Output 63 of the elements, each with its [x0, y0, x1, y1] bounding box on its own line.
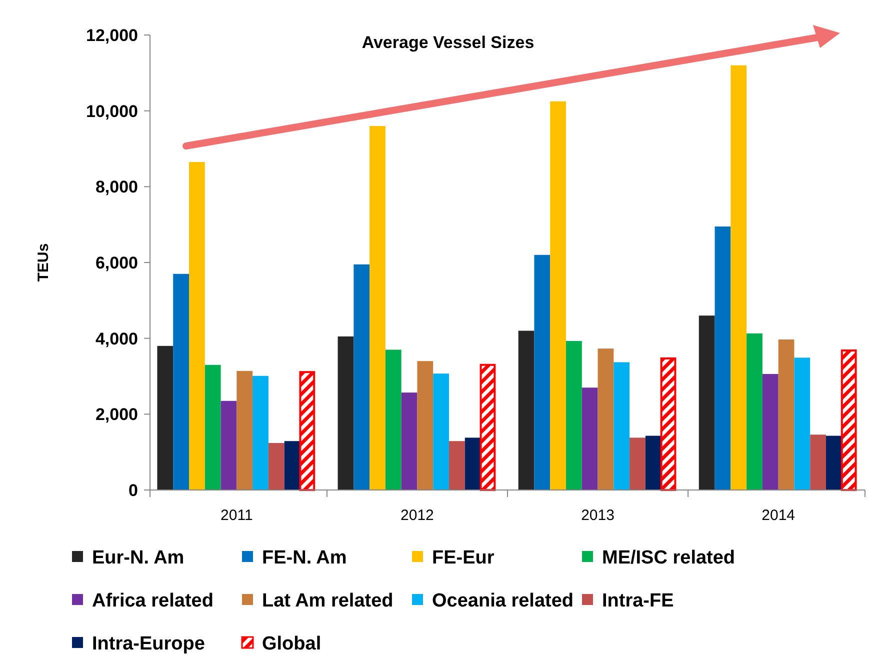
y-tick-label: 10,000: [86, 102, 138, 121]
bar: [204, 364, 221, 490]
bar: [252, 376, 268, 490]
legend-label: Lat Am related: [262, 590, 394, 612]
y-tick-label: 8,000: [95, 178, 138, 197]
bar: [746, 333, 762, 490]
bar: [630, 438, 646, 490]
y-tick-label: 0: [128, 480, 138, 500]
x-tick-label: 2013: [581, 507, 614, 524]
bar: [338, 336, 354, 490]
bar: [370, 126, 386, 490]
bar: [566, 340, 582, 490]
y-tick-label: 6,000: [95, 253, 138, 272]
bar: [762, 374, 778, 490]
bar: [236, 370, 253, 490]
bar: [730, 65, 747, 490]
bar: [299, 371, 316, 491]
bar: [401, 392, 418, 490]
bar: [449, 441, 465, 490]
legend-label: Global: [262, 634, 322, 655]
bar: [778, 339, 794, 490]
x-tick-label: 2011: [220, 507, 253, 524]
legend-label: Eur-N. Am: [92, 548, 184, 569]
y-tick-label: 12,000: [86, 26, 138, 45]
legend-label: FE-N. Am: [262, 548, 347, 569]
chart-title: Average Vessel Sizes: [362, 33, 534, 52]
bar: [660, 357, 676, 491]
bar: [189, 162, 205, 490]
bar: [518, 330, 534, 490]
bar: [157, 346, 174, 490]
bar: [433, 374, 449, 490]
bar: [698, 316, 715, 490]
bar: [582, 388, 598, 490]
y-tick-label: 2,000: [95, 405, 138, 424]
legend-label: FE-Eur: [432, 548, 495, 569]
bar: [550, 101, 566, 490]
bar: [385, 350, 402, 490]
legend-label: Intra-FE: [602, 590, 674, 612]
bar: [173, 274, 189, 490]
legend-label: Oceania related: [432, 590, 574, 612]
x-tick-label: 2014: [762, 507, 796, 524]
bar: [826, 436, 842, 490]
bar: [614, 362, 630, 490]
bar: [794, 358, 810, 490]
bar: [417, 361, 434, 490]
bar: [220, 400, 237, 490]
bar: [810, 434, 826, 490]
bar: [714, 226, 731, 490]
legend-label: Intra-Europe: [92, 634, 205, 655]
legend-label: ME/ISC related: [602, 548, 736, 569]
bar: [840, 349, 857, 491]
bar: [645, 436, 662, 490]
bar: [354, 264, 370, 490]
bar: [268, 442, 284, 490]
bar: [598, 348, 614, 490]
bar: [534, 254, 550, 490]
y-tick-label: 4,000: [95, 329, 138, 348]
legend-label: Africa related: [92, 590, 214, 612]
bar: [284, 441, 300, 490]
bar: [480, 364, 496, 491]
y-axis-title: TEUs: [35, 243, 52, 282]
bar: [464, 438, 481, 490]
x-tick-label: 2012: [400, 507, 434, 524]
